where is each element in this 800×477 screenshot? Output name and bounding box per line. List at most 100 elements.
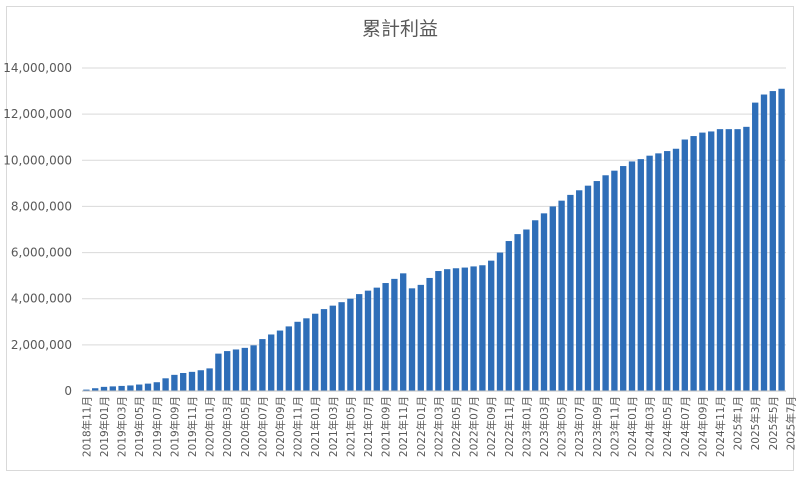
x-tick-label: 2025年7月	[784, 396, 797, 450]
bar	[180, 373, 187, 391]
y-tick-label: 6,000,000	[11, 246, 72, 260]
bar	[118, 385, 125, 391]
x-tick-label: 2024年07月	[679, 396, 692, 457]
y-tick-label: 10,000,000	[3, 153, 72, 167]
bar	[593, 181, 600, 391]
bar	[338, 302, 345, 391]
x-tick-label: 2019年03月	[116, 396, 129, 457]
bar	[329, 305, 336, 391]
bar	[100, 386, 108, 391]
bar	[276, 330, 284, 391]
bar	[540, 213, 548, 391]
bar	[435, 271, 442, 391]
x-tick-label: 2021年05月	[344, 396, 357, 457]
bar	[778, 88, 785, 391]
x-tick-label: 2023年03月	[538, 396, 551, 457]
bar	[470, 266, 477, 391]
x-tick-label: 2019年01月	[98, 396, 111, 457]
bar	[136, 384, 143, 391]
bar	[743, 126, 750, 391]
x-tick-label: 2025年1月	[732, 396, 745, 450]
bar	[637, 159, 644, 391]
bar	[153, 382, 160, 391]
x-tick-label: 2022年03月	[432, 396, 445, 457]
bar	[312, 313, 319, 391]
bar	[505, 241, 512, 391]
bar	[268, 334, 275, 391]
x-tick-label: 2021年09月	[380, 396, 393, 457]
y-axis-ticks: 0 2,000,000 4,000,000 6,000,000 8,000,000 10,…	[3, 61, 72, 398]
y-tick-label: 14,000,000	[3, 61, 72, 75]
bar	[171, 374, 178, 391]
bar	[444, 269, 451, 391]
bar	[488, 260, 495, 391]
bar	[400, 273, 407, 391]
bar	[241, 347, 248, 391]
x-tick-label: 2025年3月	[749, 396, 762, 450]
bar	[725, 129, 732, 391]
bar	[479, 265, 486, 391]
x-tick-label: 2022年05月	[450, 396, 463, 457]
bar	[584, 185, 592, 391]
bar	[681, 139, 688, 391]
x-tick-label: 2024年01月	[626, 396, 639, 457]
x-tick-label: 2021年03月	[327, 396, 340, 457]
bar	[461, 267, 468, 391]
x-tick-label: 2023年09月	[591, 396, 604, 457]
bar	[92, 388, 99, 391]
x-tick-label: 2020年01月	[204, 396, 217, 457]
bar	[364, 290, 372, 391]
bar	[716, 129, 724, 391]
x-axis-ticks: 2018年11月 2019年01月 2019年03月 2019年05月 2019年07月…	[80, 396, 797, 457]
bar	[620, 166, 627, 391]
bar	[188, 371, 196, 391]
bar	[672, 148, 680, 391]
x-tick-label: 2020年09月	[274, 396, 287, 457]
x-tick-label: 2022年01月	[415, 396, 428, 457]
bar	[646, 155, 653, 391]
y-tick-label: 12,000,000	[3, 107, 72, 121]
x-tick-label: 2024年11月	[714, 396, 727, 457]
y-tick-label: 2,000,000	[11, 338, 72, 352]
bar	[532, 220, 539, 391]
x-tick-label: 2019年11月	[186, 396, 199, 457]
bar	[373, 287, 380, 391]
bar	[734, 129, 741, 391]
x-tick-label: 2018年11月	[80, 396, 93, 457]
bar	[408, 288, 416, 391]
x-tick-label: 2021年07月	[362, 396, 375, 457]
x-tick-label: 2024年05月	[661, 396, 674, 457]
bar	[523, 229, 530, 391]
bar	[83, 389, 90, 391]
x-tick-label: 2023年11月	[608, 396, 621, 457]
bar	[496, 252, 504, 391]
bar	[452, 268, 460, 391]
bar	[206, 368, 213, 391]
bar	[303, 318, 310, 391]
bar	[567, 194, 574, 391]
bar	[197, 370, 204, 391]
bar	[417, 284, 424, 391]
x-tick-label: 2020年05月	[239, 396, 252, 457]
x-tick-label: 2023年01月	[520, 396, 533, 457]
bar	[259, 339, 266, 391]
y-tick-label: 8,000,000	[11, 199, 72, 213]
bars	[83, 88, 785, 392]
bar	[514, 234, 521, 391]
bar	[628, 161, 636, 391]
y-tick-label: 0	[64, 384, 72, 398]
x-tick-label: 2023年07月	[573, 396, 586, 457]
x-tick-label: 2024年03月	[644, 396, 657, 457]
bar	[664, 151, 671, 391]
bar	[426, 277, 433, 391]
bar	[690, 136, 697, 391]
bar	[391, 278, 398, 391]
bar	[250, 345, 257, 391]
bar	[576, 190, 583, 391]
x-tick-label: 2024年09月	[696, 396, 709, 457]
x-tick-label: 2022年07月	[468, 396, 481, 457]
chart-title: 累計利益	[361, 18, 438, 40]
chart-frame	[6, 6, 794, 471]
bar	[127, 385, 134, 391]
